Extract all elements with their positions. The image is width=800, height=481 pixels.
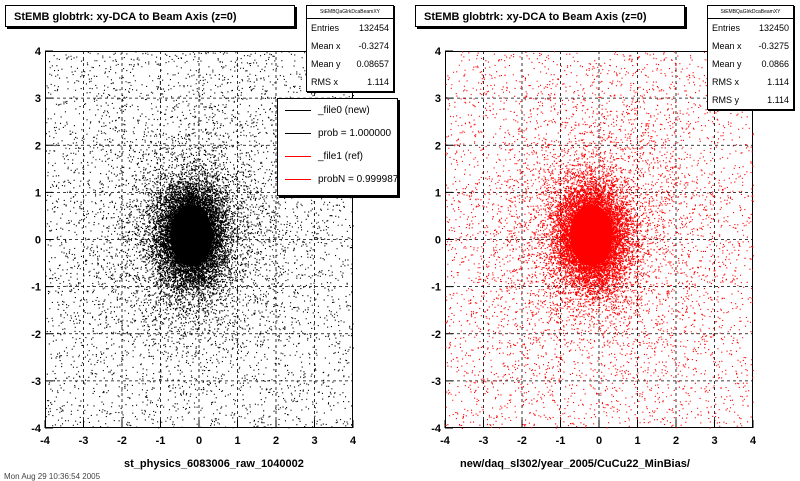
y-tick-label: 0 (435, 235, 441, 247)
stats-entries: Entries 132450 (712, 23, 789, 33)
stats-rms-x: RMS x 1.114 (311, 77, 389, 87)
x-tick-label: -3 (79, 435, 89, 447)
x-tick-label: -1 (156, 435, 166, 447)
y-tick-label: 4 (435, 46, 442, 58)
x-tick-label: -4 (440, 435, 451, 447)
stats-mean-x: Mean x -0.3275 (712, 41, 789, 51)
stats-box: StEMBQaGlrkDcaBeamXY Entries 132454 Mean … (306, 5, 394, 92)
x-tick-label: -2 (117, 435, 127, 447)
legend: _file0 (new) prob = 1.000000 _file1 (ref… (277, 98, 398, 196)
x-tick-label: -1 (556, 435, 566, 447)
y-tick-label: 1 (35, 187, 41, 199)
x-tick-label: 4 (350, 435, 357, 447)
stats-entries: Entries 132454 (311, 23, 389, 33)
y-tick-label: 0 (35, 235, 41, 247)
legend-entry-file0: _file0 (new) (278, 99, 397, 122)
scatter-dense-core (570, 204, 613, 267)
stats-mean-x: Mean x -0.3274 (311, 41, 389, 51)
legend-swatch (285, 156, 311, 157)
y-tick-label: -2 (31, 329, 41, 341)
x-tick-label: 3 (311, 435, 317, 447)
x-tick-label: 0 (596, 435, 602, 447)
legend-entry-probn: probN = 0.999987 (278, 168, 397, 191)
y-tick-label: -4 (31, 423, 42, 435)
y-tick-label: -1 (431, 282, 441, 294)
stats-box: StEMBQaGlrkDcaBeamXY Entries 132450 Mean … (707, 5, 794, 110)
legend-swatch (285, 110, 311, 111)
chart-title: StEMB globtrk: xy-DCA to Beam Axis (z=0) (415, 5, 685, 27)
stats-mean-y: Mean y 0.0866 (712, 59, 789, 69)
y-tick-label: 1 (435, 187, 441, 199)
legend-swatch (285, 179, 311, 180)
y-tick-label: -1 (31, 282, 41, 294)
y-tick-label: 3 (435, 93, 441, 105)
right-plot-panel: -4 -3 -2 -1 0 1 2 3 4 -4 -3 -2 -1 0 1 2 3 4 StEMB globtrk… (400, 0, 800, 480)
x-tick-label: 2 (273, 435, 279, 447)
y-tick-label: -2 (431, 329, 441, 341)
x-tick-label: 3 (711, 435, 717, 447)
left-plot-panel: -4 -3 -2 -1 0 1 2 3 4 -4 -3 -2 -1 0 1 2 3 4 StEMB globtrk… (0, 0, 400, 480)
y-tick-label: -4 (431, 423, 442, 435)
footer-timestamp: Mon Aug 29 10:36:54 2005 (4, 472, 101, 481)
legend-swatch (285, 133, 311, 134)
legend-entry-prob: prob = 1.000000 (278, 122, 397, 145)
scatter-dense-core (170, 204, 213, 267)
x-tick-label: 1 (634, 435, 640, 447)
y-tick-label: 4 (35, 46, 42, 58)
y-tick-label: 2 (35, 140, 41, 152)
stats-rms-y: RMS y 1.114 (712, 95, 789, 105)
x-tick-label: 0 (196, 435, 202, 447)
scatter-plot-left: -4 -3 -2 -1 0 1 2 3 4 -4 -3 -2 -1 0 1 2 3 4 (31, 46, 357, 447)
chart-title: StEMB globtrk: xy-DCA to Beam Axis (z=0) (5, 5, 295, 27)
x-tick-label: 2 (673, 435, 679, 447)
y-tick-label: 3 (35, 93, 41, 105)
stats-header: StEMBQaGlrkDcaBeamXY (708, 6, 793, 19)
y-tick-label: -3 (431, 376, 441, 388)
scatter-plot-right: -4 -3 -2 -1 0 1 2 3 4 -4 -3 -2 -1 0 1 2 3 4 (431, 46, 757, 447)
x-axis-label: st_physics_6083006_raw_1040002 (124, 458, 304, 470)
x-axis-label: new/daq_sl302/year_2005/CuCu22_MinBias/ (460, 458, 690, 470)
y-tick-label: -3 (31, 376, 41, 388)
y-tick-label: 2 (435, 140, 441, 152)
x-tick-label: -4 (40, 435, 51, 447)
stats-rms-x: RMS x 1.114 (712, 77, 789, 87)
x-tick-label: 4 (750, 435, 757, 447)
legend-entry-file1: _file1 (ref) (278, 145, 397, 168)
stats-header: StEMBQaGlrkDcaBeamXY (307, 6, 393, 19)
x-tick-label: -2 (517, 435, 527, 447)
stats-mean-y: Mean y 0.08657 (311, 59, 389, 69)
x-tick-label: 1 (234, 435, 240, 447)
x-tick-label: -3 (479, 435, 489, 447)
